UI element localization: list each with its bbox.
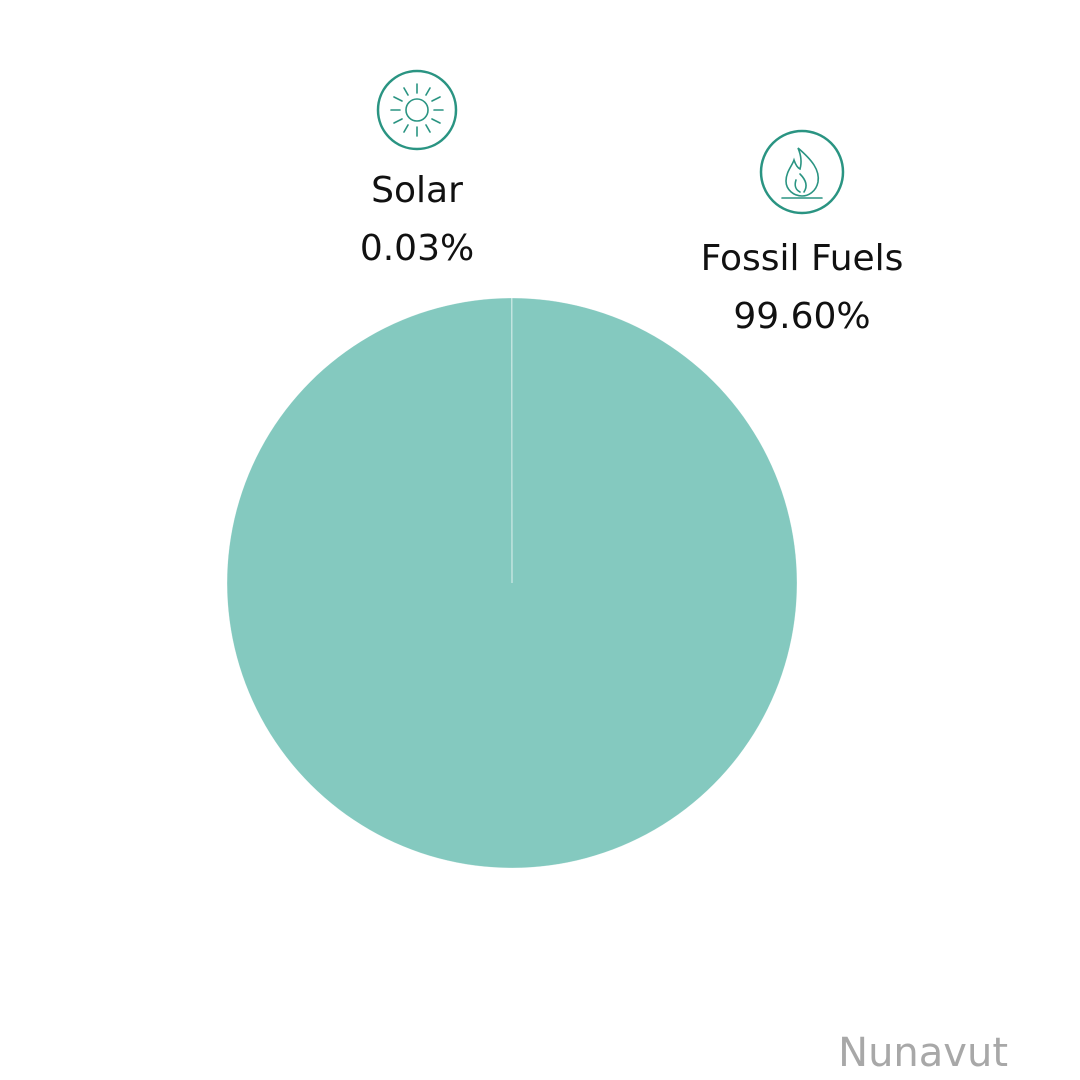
solar-icon	[376, 69, 458, 151]
slice-value: 0.03%	[360, 228, 474, 269]
slice-value: 99.60%	[733, 296, 870, 337]
chart-title: Nunavut	[838, 1030, 1008, 1076]
pie-slice	[511, 297, 513, 584]
slice-label: Fossil Fuels	[701, 238, 904, 279]
fossil-icon	[759, 129, 845, 215]
slice-label: Solar	[371, 170, 463, 211]
